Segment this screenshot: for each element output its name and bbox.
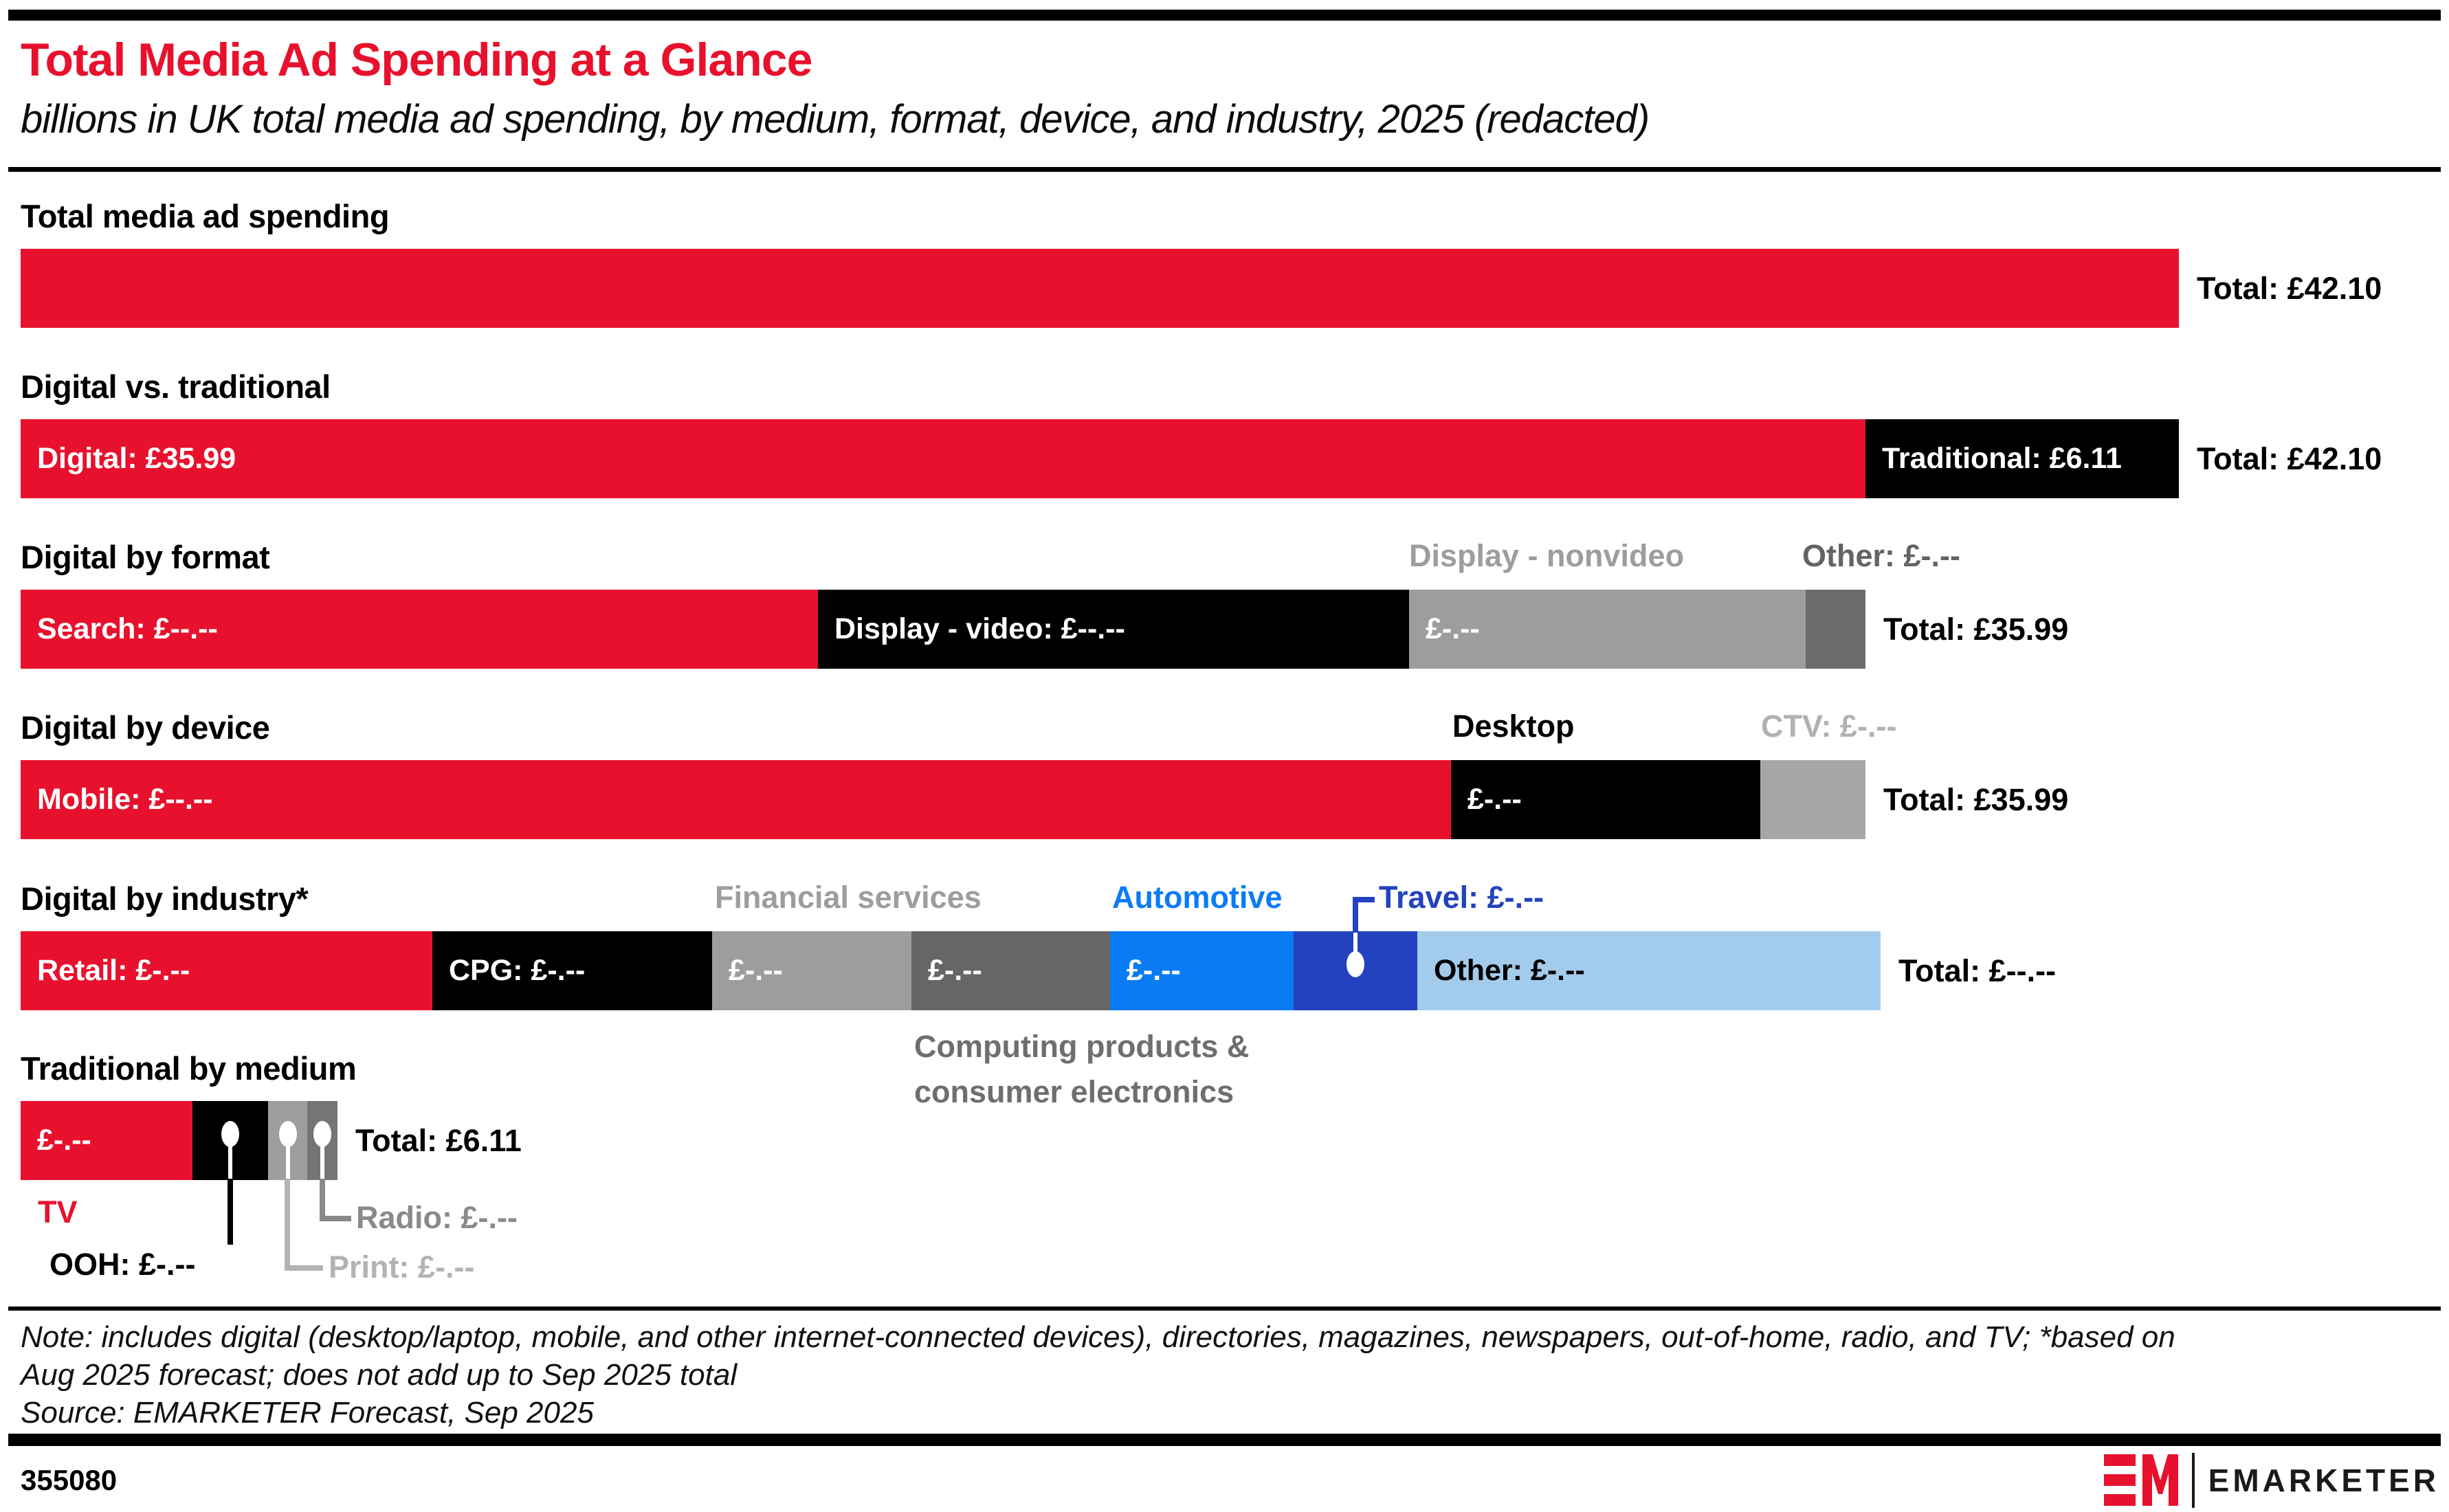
segment-radio	[307, 1101, 337, 1180]
note-line-2: Aug 2025 forecast; does not add up to Se…	[21, 1358, 738, 1392]
above-label-digital-by-industry-1: Automotive	[1112, 880, 1283, 915]
segment-automotive: £-.--	[1110, 931, 1294, 1010]
chart-note: Note: includes digital (desktop/laptop, …	[21, 1318, 2175, 1432]
segment-mobile: Mobile: £--.--	[21, 760, 1451, 839]
total-label-digital-by-device: Total: £35.99	[1883, 781, 2069, 817]
total-label-traditional-by-medium: Total: £6.11	[355, 1122, 522, 1158]
callout-label-tv: TV	[38, 1194, 78, 1230]
top-border-bar	[8, 10, 2441, 21]
total-label-digital-vs-traditional: Total: £42.10	[2197, 441, 2382, 476]
callout-stem-travel	[1353, 931, 1358, 964]
segment-digital: Digital: £35.99	[21, 419, 1865, 498]
callout-stem-print	[285, 1134, 290, 1180]
section-header-digital-by-device: Digital by device	[21, 709, 270, 746]
bar-digital-by-industry: Retail: £-.-- CPG: £-.-- £-.-- £-.-- £-.-- Ot…	[21, 931, 1881, 1010]
section-header-digital-by-industry: Digital by industry*	[21, 880, 309, 917]
segment-label-automotive: £-.--	[1127, 954, 1181, 987]
segment-other-format	[1806, 590, 1865, 669]
callout-dot-radio	[313, 1121, 331, 1147]
segment-cpg: CPG: £-.--	[432, 931, 712, 1010]
callout-line-radio-0	[320, 1179, 325, 1221]
segment-label-mobile: Mobile: £--.--	[37, 783, 213, 816]
bottom-border-bar	[8, 1434, 2441, 1446]
total-label-digital-by-industry: Total: £--.--	[1898, 953, 2057, 988]
segment-retail: Retail: £-.--	[21, 931, 432, 1010]
callout-line-radio-1	[322, 1216, 351, 1221]
em-logo-icon	[2103, 1454, 2178, 1506]
segment-search: Search: £--.--	[21, 590, 818, 669]
segment-other-industry: Other: £-.--	[1417, 931, 1881, 1010]
total-label-digital-by-format: Total: £35.99	[1883, 611, 2069, 647]
section-header-digital-by-format: Digital by format	[21, 539, 270, 575]
logo-divider	[2191, 1453, 2195, 1508]
callout-line-travel-1	[1353, 897, 1358, 933]
segment-ctv	[1760, 760, 1865, 839]
bar-total-media	[21, 249, 2179, 328]
bar-digital-by-format: Search: £--.-- Display - video: £--.-- £-.…	[21, 590, 1865, 669]
segment-desktop: £-.--	[1451, 760, 1760, 839]
callout-label-print: Print: £-.--	[329, 1249, 475, 1285]
segment-total	[21, 249, 2179, 328]
segment-label-cpg: CPG: £-.--	[449, 954, 586, 987]
below-label-digital-by-industry-0: Computing products &	[914, 1029, 1250, 1064]
segment-label-retail: Retail: £-.--	[37, 954, 190, 987]
callout-stem-radio	[320, 1134, 324, 1180]
callout-line-print-1	[287, 1265, 323, 1271]
above-label-digital-by-device-1: CTV: £-.--	[1761, 709, 1897, 744]
section-header-traditional-by-medium: Traditional by medium	[21, 1050, 357, 1087]
segment-label-search: Search: £--.--	[37, 612, 218, 645]
segment-ooh	[192, 1101, 268, 1180]
callout-label-travel: Travel: £-.--	[1379, 880, 1544, 915]
section-header-total-media: Total media ad spending	[21, 198, 390, 234]
segment-travel	[1294, 931, 1417, 1010]
segment-display-nonvideo: £-.--	[1409, 590, 1806, 669]
segment-financial-services: £-.--	[712, 931, 911, 1010]
above-label-digital-by-format-1: Other: £-.--	[1802, 538, 1960, 573]
bar-traditional-by-medium: £-.--	[21, 1101, 337, 1180]
segment-label-computing-products-consumer-electronics: £-.--	[928, 954, 982, 987]
segment-label-display-nonvideo: £-.--	[1426, 612, 1480, 645]
note-divider	[8, 1307, 2441, 1311]
segment-label-traditional: Traditional: £6.11	[1882, 442, 2122, 475]
total-label-total-media: Total: £42.10	[2197, 270, 2382, 306]
callout-dot-ooh	[221, 1121, 239, 1147]
chart-subtitle: billions in UK total media ad spending, …	[21, 97, 1650, 142]
emarketer-logo: EMARKETER	[2103, 1452, 2439, 1509]
callout-label-radio: Radio: £-.--	[356, 1200, 518, 1235]
callout-stem-ooh	[228, 1134, 232, 1180]
above-label-digital-by-device-0: Desktop	[1452, 709, 1575, 744]
source-line: Source: EMARKETER Forecast, Sep 2025	[21, 1396, 594, 1430]
callout-line-travel-0	[1357, 897, 1375, 902]
segment-label-other-industry: Other: £-.--	[1434, 954, 1585, 987]
segment-label-display-video: Display - video: £--.--	[834, 612, 1125, 645]
callout-dot-print	[278, 1121, 297, 1147]
callout-line-print-0	[285, 1179, 290, 1271]
section-header-digital-vs-traditional: Digital vs. traditional	[21, 368, 331, 405]
segment-label-desktop: £-.--	[1467, 783, 1522, 816]
segment-computing-products-consumer-electronics: £-.--	[911, 931, 1110, 1010]
segment-display-video: Display - video: £--.--	[818, 590, 1409, 669]
above-label-digital-by-industry-0: Financial services	[715, 880, 982, 915]
note-line-1: Note: includes digital (desktop/laptop, …	[21, 1320, 2175, 1354]
segment-print	[268, 1101, 307, 1180]
segment-label-tv: £-.--	[37, 1124, 91, 1157]
callout-dot-travel	[1347, 951, 1364, 977]
chart-id: 355080	[21, 1464, 118, 1496]
header-divider	[8, 167, 2441, 172]
above-label-digital-by-format-0: Display - nonvideo	[1409, 538, 1685, 573]
segment-tv: £-.--	[21, 1101, 192, 1180]
segment-traditional: Traditional: £6.11	[1865, 419, 2179, 498]
segment-label-financial-services: £-.--	[729, 954, 783, 987]
chart-title: Total Media Ad Spending at a Glance	[21, 34, 812, 86]
bar-digital-by-device: Mobile: £--.-- £-.--	[21, 760, 1865, 839]
logo-wordmark: EMARKETER	[2208, 1463, 2439, 1498]
callout-line-ooh-0	[228, 1179, 233, 1245]
segment-label-digital: Digital: £35.99	[37, 442, 236, 475]
below-label-digital-by-industry-1: consumer electronics	[914, 1074, 1234, 1109]
bar-digital-vs-traditional: Digital: £35.99 Traditional: £6.11	[21, 419, 2179, 498]
callout-label-ooh: OOH: £-.--	[49, 1247, 196, 1282]
